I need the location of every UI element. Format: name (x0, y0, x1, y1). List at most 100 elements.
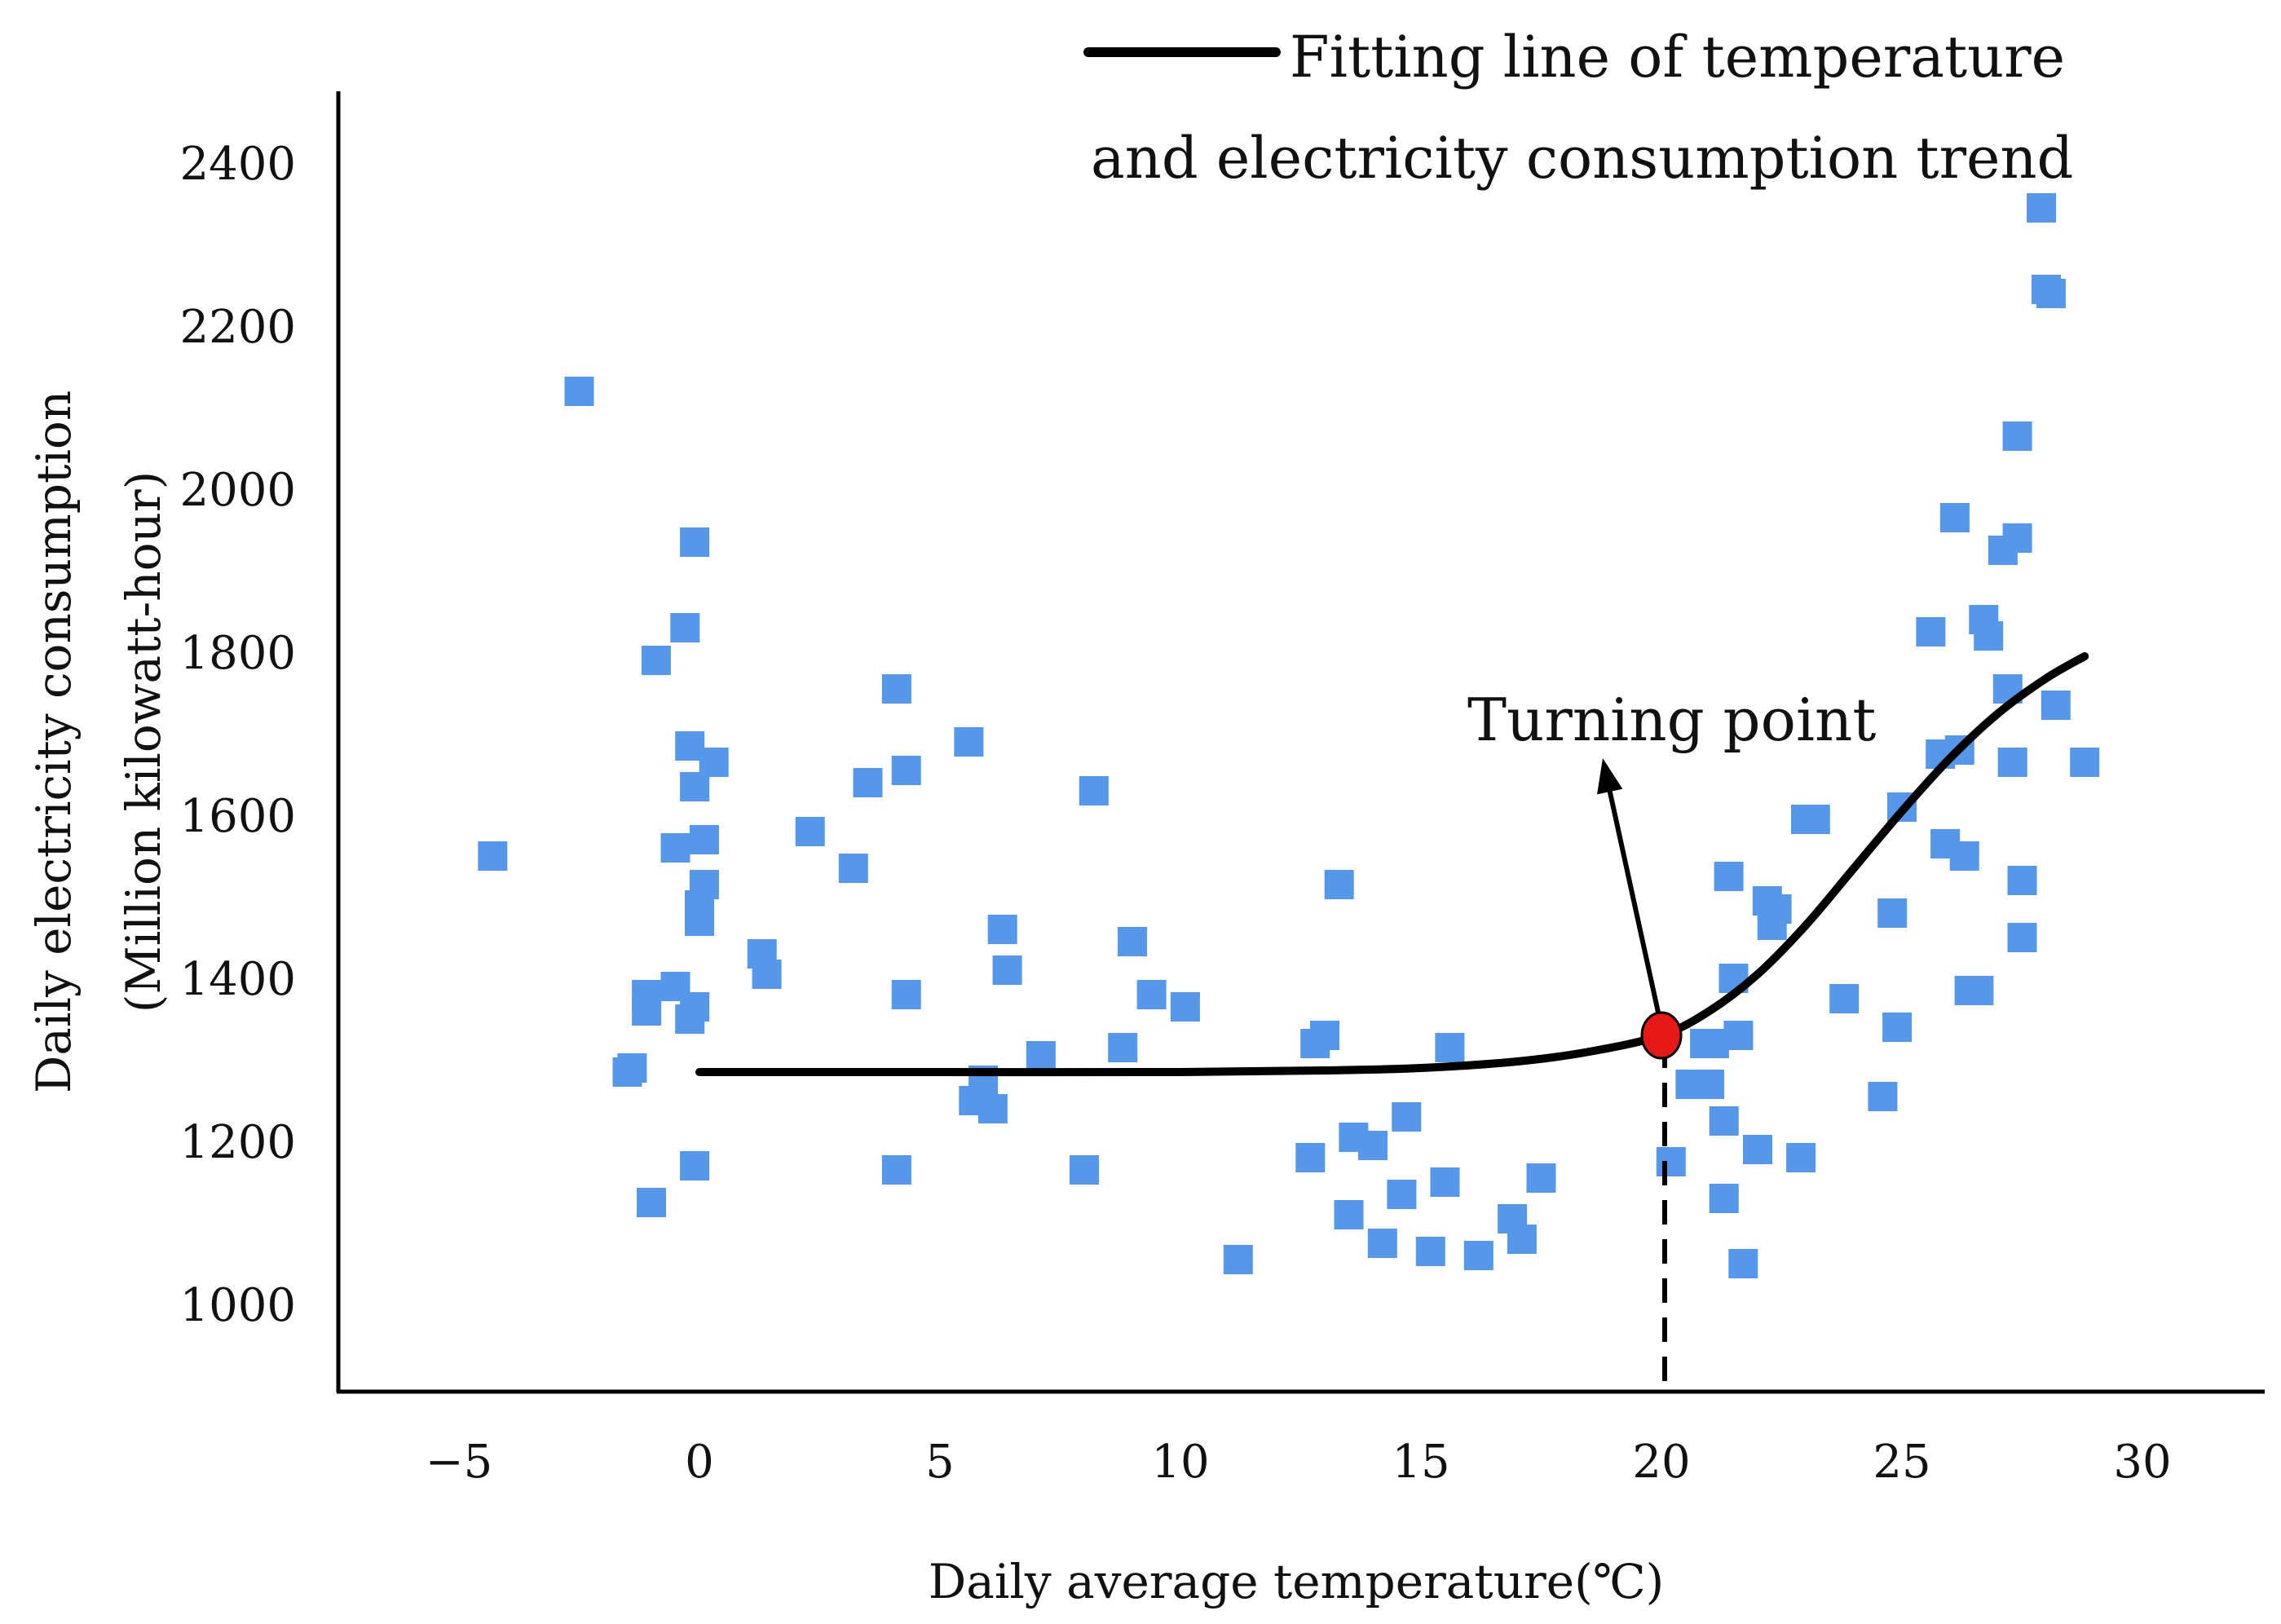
data-point (2041, 691, 2071, 720)
data-point (1392, 1102, 1422, 1132)
data-point (1079, 776, 1109, 805)
data-point (2036, 279, 2066, 308)
data-point (564, 377, 594, 406)
y-tick-label: 1800 (179, 627, 296, 680)
data-point (1974, 621, 2004, 651)
data-point (637, 1188, 666, 1217)
x-tick-label: 0 (685, 1436, 714, 1489)
data-point (1695, 1070, 1724, 1099)
data-point (680, 527, 710, 557)
data-point (1136, 980, 1167, 1009)
turning-point-annotation: Turning point (1467, 686, 1876, 1028)
data-point (1334, 1200, 1364, 1229)
data-point (680, 1151, 710, 1180)
data-point (2070, 748, 2100, 777)
data-point (617, 1053, 647, 1083)
data-point (1964, 976, 1994, 1005)
y-tick-label: 2200 (179, 301, 296, 354)
data-point (1882, 1013, 1913, 1042)
data-point (1800, 805, 1830, 834)
data-point (1430, 1167, 1460, 1197)
data-point (660, 833, 690, 863)
data-point (1387, 1180, 1417, 1209)
y-axis-title-line2: (Million kilowatt-hour) (116, 471, 171, 1013)
legend-label-line1: Fitting line of temperature (1290, 24, 2065, 90)
data-point (1310, 1021, 1339, 1050)
x-tick-label: 15 (1392, 1436, 1449, 1489)
data-point (1108, 1033, 1138, 1062)
data-point (1714, 862, 1744, 891)
data-point (699, 748, 729, 777)
data-point (992, 955, 1022, 985)
data-point (1728, 1249, 1758, 1278)
data-point (1786, 1143, 1816, 1172)
data-point (881, 674, 911, 704)
x-tick-labels: −5 0 5 10 15 20 25 30 (426, 1436, 2172, 1489)
data-point (1949, 841, 1979, 871)
x-tick-label: 10 (1151, 1436, 1209, 1489)
data-point (2002, 523, 2032, 553)
data-point (2007, 923, 2037, 952)
data-point (1829, 984, 1860, 1013)
turning-point-arrowhead (1597, 758, 1623, 795)
data-point (1435, 1033, 1465, 1062)
data-point (1526, 1163, 1556, 1193)
data-points (478, 193, 2100, 1278)
data-point (1916, 617, 1946, 647)
data-point (2007, 866, 2037, 895)
data-point (795, 817, 825, 846)
data-point (891, 756, 921, 785)
data-point (1026, 1041, 1056, 1070)
data-point (987, 915, 1017, 944)
data-point (1997, 748, 2027, 777)
data-point (1367, 1229, 1397, 1258)
data-point (881, 1155, 911, 1185)
data-point (2027, 193, 2057, 223)
x-axis-title: Daily average temperature(℃) (929, 1554, 1664, 1609)
x-tick-label: 5 (925, 1436, 955, 1489)
data-point (689, 870, 719, 899)
y-tick-label: 2400 (179, 138, 296, 191)
data-point (1762, 894, 1792, 924)
data-point (685, 907, 714, 936)
turning-point-label: Turning point (1467, 686, 1876, 754)
data-point (1463, 1241, 1493, 1270)
data-point (1118, 927, 1147, 956)
x-tick-label: 30 (2113, 1436, 2171, 1489)
legend-label-line2: and electricity consumption trend (1091, 125, 2073, 192)
data-point (1723, 1021, 1754, 1050)
fitting-line (695, 652, 2089, 1077)
data-point (478, 841, 508, 871)
data-point (680, 992, 710, 1022)
data-point (670, 613, 700, 642)
data-point (1507, 1225, 1537, 1254)
data-point (1877, 898, 1908, 928)
data-point (853, 768, 883, 797)
y-tick-label: 1600 (179, 790, 296, 843)
data-point (1868, 1082, 1898, 1111)
data-point (1070, 1155, 1099, 1185)
data-point (689, 825, 719, 854)
data-point (954, 727, 984, 757)
y-tick-labels: 1000 1200 1400 1600 1800 2000 2200 2400 (179, 138, 296, 1332)
data-point (1743, 1135, 1772, 1164)
data-point (1358, 1131, 1388, 1160)
turning-point-marker (1640, 1011, 1683, 1060)
legend: Fitting line of temperature and electric… (1083, 24, 2073, 192)
data-point (1170, 992, 1200, 1022)
data-point (1656, 1147, 1686, 1176)
data-point (1415, 1237, 1445, 1266)
y-tick-label: 1000 (179, 1279, 296, 1332)
y-tick-label: 1200 (179, 1116, 296, 1169)
data-point (632, 996, 662, 1026)
x-tick-label: 25 (1873, 1436, 1930, 1489)
x-tick-label: −5 (426, 1436, 493, 1489)
x-tick-label: 20 (1632, 1436, 1690, 1489)
y-tick-label: 1400 (179, 953, 296, 1006)
data-point (1223, 1245, 1253, 1274)
data-point (752, 960, 782, 989)
turning-point-arrow (1605, 781, 1664, 1028)
data-point (1295, 1143, 1326, 1172)
data-point (838, 854, 868, 883)
